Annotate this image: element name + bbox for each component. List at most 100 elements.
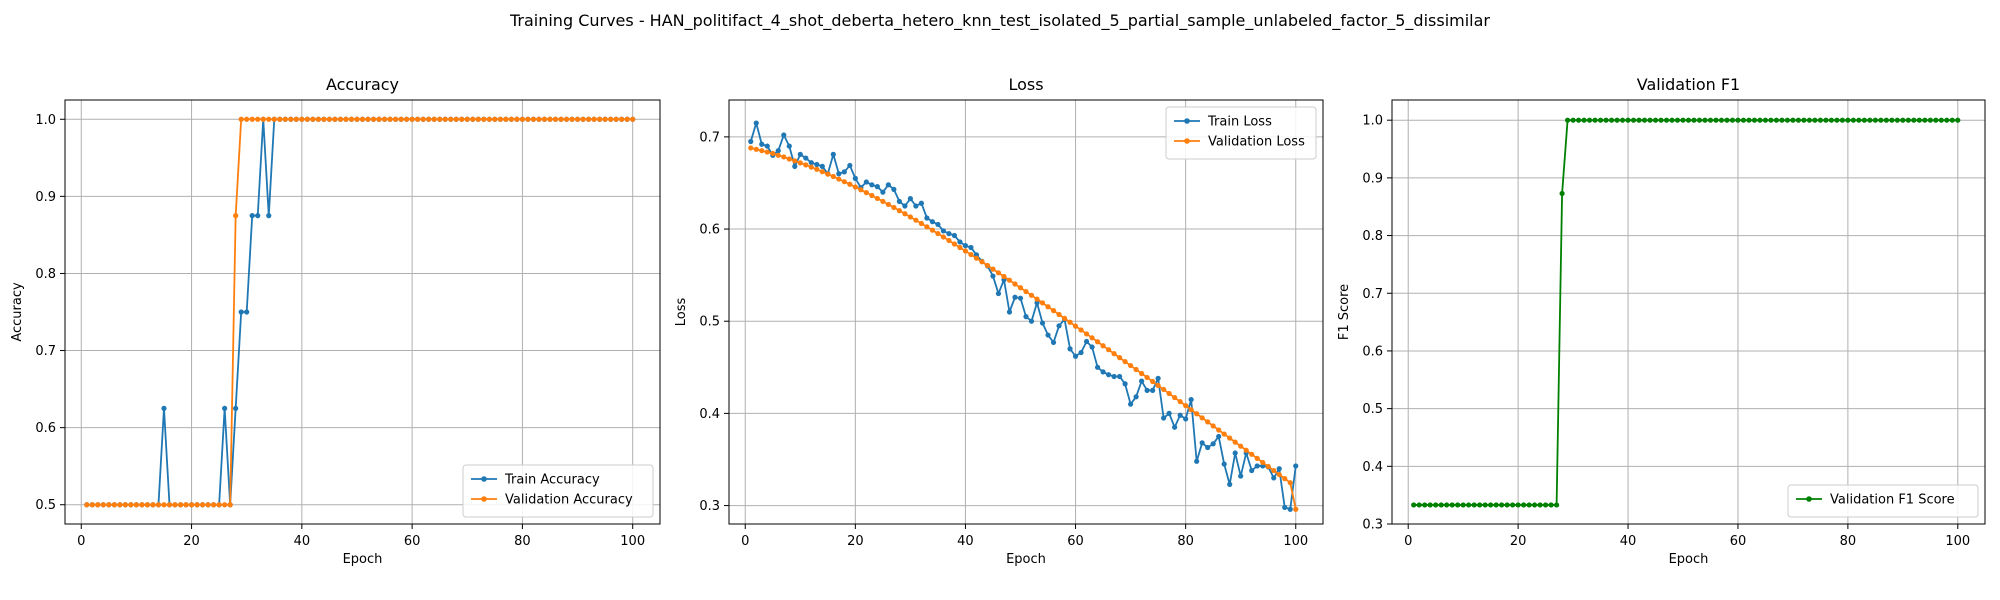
data-point	[748, 145, 754, 151]
data-point	[1861, 117, 1867, 123]
data-point	[841, 179, 847, 185]
data-point	[1083, 331, 1090, 337]
data-point	[1050, 339, 1057, 346]
data-point	[558, 116, 564, 122]
data-point	[841, 169, 847, 175]
data-point	[951, 241, 958, 247]
data-point	[1625, 117, 1631, 123]
data-point	[547, 116, 553, 122]
data-point	[293, 116, 299, 122]
data-point	[1161, 415, 1167, 421]
data-point	[1006, 277, 1013, 283]
x-tick-label: 80	[1840, 534, 1857, 549]
data-point	[1581, 117, 1587, 123]
data-point	[1227, 481, 1233, 487]
y-tick-label: 0.3	[1362, 518, 1383, 533]
data-point	[1685, 117, 1692, 123]
data-point	[1276, 471, 1282, 478]
data-point	[1806, 117, 1813, 123]
data-point	[1773, 117, 1780, 123]
data-point	[404, 116, 410, 122]
x-tick-label: 20	[183, 534, 200, 549]
data-point	[1729, 117, 1736, 123]
data-point	[1094, 364, 1101, 370]
data-point	[1427, 502, 1433, 508]
data-point	[1801, 117, 1807, 123]
data-point	[1669, 117, 1675, 123]
data-point	[354, 116, 360, 122]
x-axis-label: Epoch	[1006, 552, 1046, 567]
y-tick-label: 0.9	[35, 190, 56, 205]
data-point	[188, 502, 195, 508]
data-point	[1210, 441, 1216, 447]
x-tick-label: 0	[1404, 534, 1412, 549]
data-point	[238, 309, 244, 315]
data-point	[122, 502, 128, 508]
x-axis-label: Epoch	[343, 552, 383, 567]
data-point	[1023, 314, 1029, 320]
axes-frame	[1391, 99, 1986, 525]
data-point	[1012, 281, 1018, 287]
y-tick-label: 0.7	[1362, 287, 1383, 302]
data-point	[370, 116, 377, 122]
x-tick-label: 60	[1730, 534, 1747, 549]
data-point	[1795, 117, 1802, 123]
data-point	[1768, 117, 1774, 123]
data-point	[1271, 467, 1277, 474]
data-point	[602, 116, 608, 122]
data-point	[913, 203, 919, 209]
data-point	[1039, 300, 1046, 306]
series-line	[86, 118, 633, 506]
data-point	[935, 221, 941, 228]
data-point	[1111, 373, 1117, 380]
data-point	[1460, 502, 1466, 508]
data-point	[951, 232, 958, 239]
data-point	[619, 116, 625, 122]
data-point	[786, 143, 792, 149]
x-tick-label: 80	[1177, 534, 1194, 549]
data-point	[398, 116, 404, 122]
x-tick-label: 40	[294, 534, 311, 549]
data-point	[1779, 117, 1785, 123]
data-point	[150, 502, 156, 508]
data-point	[1094, 339, 1101, 345]
data-point	[1161, 386, 1167, 393]
data-point	[803, 162, 809, 168]
data-point	[852, 184, 858, 190]
data-point	[1067, 346, 1073, 352]
data-point	[1878, 117, 1884, 123]
data-point	[1751, 117, 1758, 123]
data-point	[343, 116, 349, 122]
x-tick-label: 40	[1620, 534, 1637, 549]
data-point	[1817, 117, 1823, 123]
data-point	[244, 309, 250, 315]
data-point	[1276, 466, 1282, 472]
data-point	[1762, 117, 1769, 123]
legend-entry-label: Validation F1 Score	[1830, 493, 1955, 508]
y-axis-label: Loss	[674, 298, 689, 327]
data-point	[1944, 117, 1950, 123]
data-point	[1238, 443, 1244, 449]
data-point	[514, 116, 520, 122]
data-point	[448, 116, 454, 122]
data-point	[597, 116, 603, 122]
y-tick-label: 0.6	[1362, 344, 1383, 359]
data-point	[117, 502, 123, 508]
x-tick-label: 20	[1510, 534, 1527, 549]
data-point	[415, 116, 421, 122]
data-point	[1477, 502, 1483, 508]
data-point	[1636, 117, 1642, 123]
y-tick-label: 0.5	[1362, 402, 1383, 417]
data-point	[459, 116, 465, 122]
data-point	[792, 158, 798, 164]
data-point	[1199, 415, 1205, 421]
data-point	[392, 116, 399, 122]
data-point	[569, 116, 575, 122]
data-point	[194, 502, 200, 508]
x-tick-label: 0	[741, 534, 749, 549]
data-point	[1282, 504, 1288, 511]
data-point	[574, 116, 581, 122]
data-point	[847, 181, 853, 187]
data-point	[1586, 117, 1593, 123]
data-point	[781, 154, 787, 160]
